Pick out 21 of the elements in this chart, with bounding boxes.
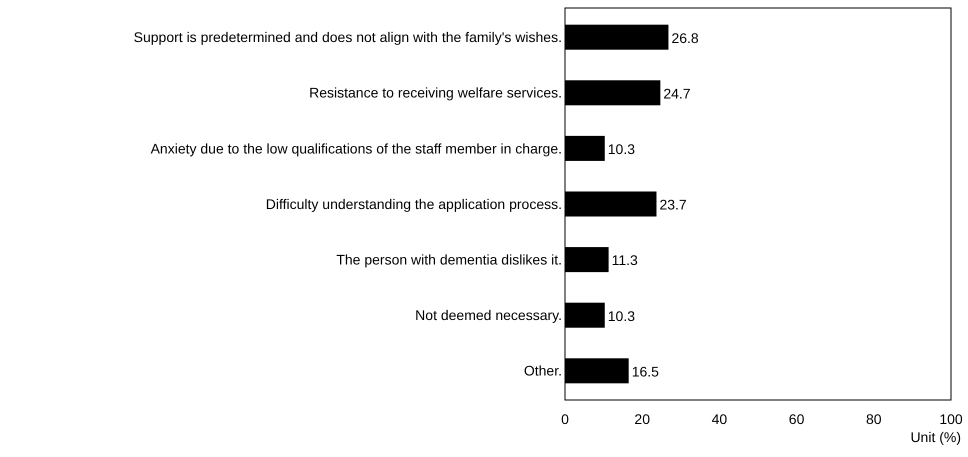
y-tick-label: The person with dementia dislikes it. [336, 252, 562, 268]
data-label: 11.3 [612, 252, 638, 268]
x-tick-label: 0 [561, 411, 570, 427]
x-tick-label: 100 [939, 411, 963, 427]
data-label: 26.8 [671, 30, 699, 46]
y-tick-label: Resistance to receiving welfare services. [309, 84, 562, 101]
x-axis-title: Unit (%) [910, 429, 961, 445]
data-label: 24.7 [663, 85, 691, 102]
y-tick-label: Support is predetermined and does not align with the family's wishes. [134, 29, 562, 46]
y-tick-label: Not deemed necessary. [415, 307, 562, 324]
data-label: 23.7 [659, 196, 687, 213]
y-tick-label: Difficulty understanding the application process. [266, 196, 562, 212]
x-tick-label: 60 [788, 411, 805, 427]
x-tick-label: 80 [866, 411, 882, 427]
data-label: 10.3 [608, 308, 636, 324]
y-tick-label: Other. [524, 362, 562, 379]
data-label: 10.3 [608, 140, 636, 157]
y-tick-label: Anxiety due to the low qualifications of the staff member in charge. [150, 140, 562, 156]
x-tick-label: 40 [712, 411, 728, 427]
x-tick-label: 20 [634, 411, 650, 427]
data-label: 16.5 [632, 363, 660, 380]
